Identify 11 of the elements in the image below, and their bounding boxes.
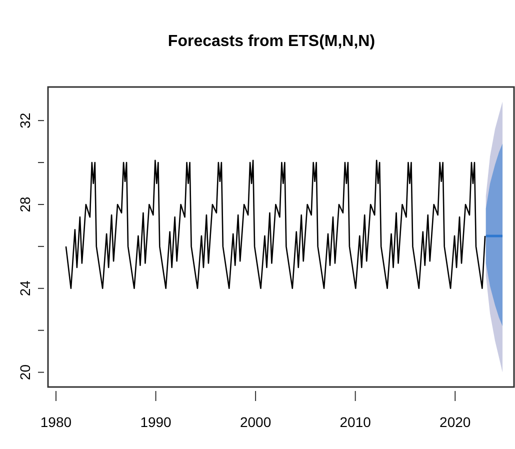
y-tick-label: 28	[17, 196, 33, 212]
x-tick-label: 2000	[240, 414, 272, 430]
x-tick-label: 1980	[40, 414, 72, 430]
x-tick-label: 2010	[340, 414, 372, 430]
y-tick-label: 20	[17, 364, 33, 380]
x-tick-label: 2020	[440, 414, 471, 430]
y-tick-label: 32	[17, 112, 33, 128]
y-tick-label: 24	[17, 280, 33, 296]
chart-title: Forecasts from ETS(M,N,N)	[168, 33, 376, 50]
x-tick-label: 1990	[140, 414, 172, 430]
line-series	[65, 160, 486, 290]
